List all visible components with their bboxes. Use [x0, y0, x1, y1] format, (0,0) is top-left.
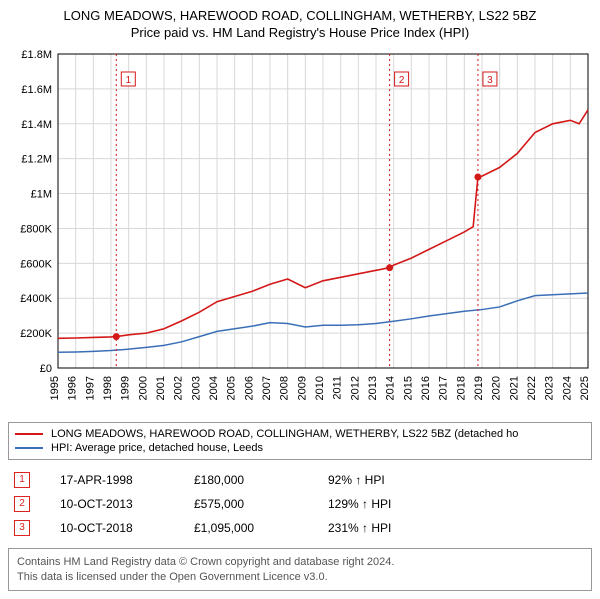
legend-swatch-hpi: [15, 447, 43, 449]
svg-text:2000: 2000: [137, 376, 149, 400]
sale-pct-3: 231% ↑ HPI: [328, 521, 438, 535]
svg-text:£1M: £1M: [31, 188, 52, 200]
sale-date-3: 10-OCT-2018: [60, 521, 170, 535]
svg-text:2005: 2005: [226, 376, 238, 400]
sale-row-2: 2 10-OCT-2013 £575,000 129% ↑ HPI: [8, 492, 592, 516]
svg-text:2013: 2013: [367, 376, 379, 400]
svg-text:2009: 2009: [296, 376, 308, 400]
sale-marker-table: 1 17-APR-1998 £180,000 92% ↑ HPI 2 10-OC…: [8, 468, 592, 540]
legend-row-property: LONG MEADOWS, HAREWOOD ROAD, COLLINGHAM,…: [15, 427, 585, 441]
svg-text:1997: 1997: [84, 376, 96, 400]
svg-text:2023: 2023: [544, 376, 556, 400]
svg-text:£1.2M: £1.2M: [21, 153, 52, 165]
sale-price-1: £180,000: [194, 473, 304, 487]
legend-swatch-property: [15, 433, 43, 435]
legend: LONG MEADOWS, HAREWOOD ROAD, COLLINGHAM,…: [8, 422, 592, 460]
svg-text:2012: 2012: [349, 376, 361, 400]
svg-text:2010: 2010: [314, 376, 326, 400]
svg-text:£800K: £800K: [20, 223, 52, 235]
svg-text:£1.8M: £1.8M: [21, 49, 52, 61]
svg-text:2016: 2016: [420, 376, 432, 400]
price-chart: £0 £200K £400K £600K £800K £1M £1.2M £1.4M £1.6M…: [8, 48, 592, 418]
sale-pct-1: 92% ↑ HPI: [328, 473, 438, 487]
legend-row-hpi: HPI: Average price, detached house, Leed…: [15, 441, 585, 455]
sale-date-1: 17-APR-1998: [60, 473, 170, 487]
svg-text:£0: £0: [40, 363, 52, 375]
svg-text:1996: 1996: [67, 376, 79, 400]
svg-text:2017: 2017: [438, 376, 450, 400]
svg-text:£600K: £600K: [20, 258, 52, 270]
svg-text:2: 2: [399, 75, 405, 86]
sale-row-1: 1 17-APR-1998 £180,000 92% ↑ HPI: [8, 468, 592, 492]
title-line-1: LONG MEADOWS, HAREWOOD ROAD, COLLINGHAM,…: [8, 8, 592, 25]
svg-text:2004: 2004: [208, 376, 220, 400]
sale-price-3: £1,095,000: [194, 521, 304, 535]
attribution-footer: Contains HM Land Registry data © Crown c…: [8, 548, 592, 592]
svg-text:2021: 2021: [508, 376, 520, 400]
svg-text:2014: 2014: [385, 376, 397, 400]
sale-badge-2: 2: [14, 496, 30, 512]
sale-price-2: £575,000: [194, 497, 304, 511]
svg-text:1999: 1999: [120, 376, 132, 400]
sale-badge-1: 1: [14, 472, 30, 488]
sale-pct-2: 129% ↑ HPI: [328, 497, 438, 511]
footer-line-1: Contains HM Land Registry data © Crown c…: [17, 555, 583, 570]
svg-text:2018: 2018: [455, 376, 467, 400]
chart-svg: £0 £200K £400K £600K £800K £1M £1.2M £1.4M £1.6M…: [8, 48, 592, 418]
legend-label-hpi: HPI: Average price, detached house, Leed…: [51, 442, 263, 454]
svg-text:2006: 2006: [243, 376, 255, 400]
svg-text:2015: 2015: [402, 376, 414, 400]
legend-label-property: LONG MEADOWS, HAREWOOD ROAD, COLLINGHAM,…: [51, 428, 518, 440]
sale-row-3: 3 10-OCT-2018 £1,095,000 231% ↑ HPI: [8, 516, 592, 540]
svg-text:2025: 2025: [579, 376, 591, 400]
svg-text:£1.6M: £1.6M: [21, 84, 52, 96]
svg-text:2024: 2024: [561, 376, 573, 400]
svg-text:2019: 2019: [473, 376, 485, 400]
svg-text:2002: 2002: [173, 376, 185, 400]
svg-text:2007: 2007: [261, 376, 273, 400]
svg-text:2003: 2003: [190, 376, 202, 400]
svg-text:2020: 2020: [491, 376, 503, 400]
svg-text:1995: 1995: [49, 376, 61, 400]
sale-date-2: 10-OCT-2013: [60, 497, 170, 511]
svg-text:1998: 1998: [102, 376, 114, 400]
svg-text:2008: 2008: [279, 376, 291, 400]
svg-text:£400K: £400K: [20, 293, 52, 305]
sale-badge-3: 3: [14, 520, 30, 536]
svg-text:£1.4M: £1.4M: [21, 119, 52, 131]
svg-text:£200K: £200K: [20, 328, 52, 340]
title-line-2: Price paid vs. HM Land Registry's House …: [8, 25, 592, 42]
svg-text:1: 1: [126, 75, 132, 86]
svg-text:3: 3: [487, 75, 493, 86]
footer-line-2: This data is licensed under the Open Gov…: [17, 570, 583, 585]
svg-text:2022: 2022: [526, 376, 538, 400]
svg-text:2001: 2001: [155, 376, 167, 400]
svg-text:2011: 2011: [332, 376, 344, 400]
